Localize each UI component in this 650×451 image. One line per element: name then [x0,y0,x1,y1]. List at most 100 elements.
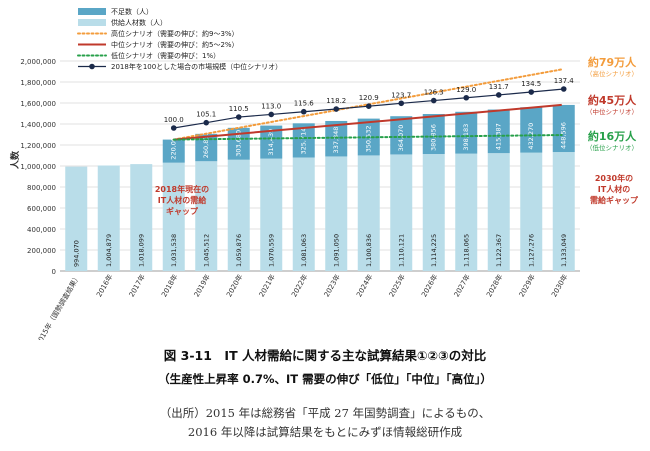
y-tick-label: 400,000 [27,226,56,234]
x-tick-label: 2024年 [354,273,374,299]
market-index-label: 120.9 [359,94,379,102]
legend-swatch [78,8,106,15]
shortage-value-label: 448,596 [560,122,568,149]
market-index-label: 129.0 [456,86,476,94]
x-tick-label: 2026年 [419,273,439,299]
shortage-bar [552,104,575,153]
y-axis: 0 200,000 400,000 600,000 800,000 1,000,000 1,… [20,58,56,276]
supply-bar [65,166,88,271]
market-index-label: 115.6 [294,100,315,108]
legend: 不足数（人） 供給人材数（人） 高位シナリオ（需要の伸び：約9～3%） 中位シナリオ（… [77,7,282,71]
supply-value-label: 1,031,538 [170,234,178,267]
supply-value-label: 1,133,049 [560,234,568,267]
shortage-value-label: 303,680 [235,130,243,157]
market-index-point [268,111,275,118]
supply-value-label: 1,122,367 [495,234,503,267]
market-index-point [365,103,372,110]
supply-bar [552,152,575,271]
shortage-value-label: 398,183 [462,124,470,151]
supply-bar [260,158,283,271]
x-tick-label: 2029年 [517,273,537,299]
market-index-label: 118.2 [326,97,346,105]
supply-bar [422,154,445,271]
x-tick-label: 2021年 [257,273,277,299]
supply-value-label: 994,070 [72,240,80,267]
shortage-value-label: 260,835 [202,131,210,158]
low-scenario-line [172,134,563,141]
x-tick-label: 2020年 [224,273,244,299]
market-index-point [235,114,242,120]
supply-value-label: 1,018,099 [137,234,145,267]
legend-label: 供給人材数（人） [111,18,167,27]
market-index-point [430,97,437,104]
supply-bar [357,155,380,271]
it-talent-supply-demand-chart: 0 200,000 400,000 600,000 800,000 1,000,000 1,… [9,7,639,341]
low-scenario-value: 約16万人 [588,129,637,143]
shortage-value-label: 350,532 [365,126,373,153]
y-tick-label: 1,000,000 [20,163,56,171]
supply-bar [162,162,185,271]
legend-label: 2018年を100とした場合の市場規模（中位シナリオ） [111,62,282,71]
shortage-bar [325,120,348,157]
x-axis: 2015年（国勢調査結果） 2016年 2017年 2018年 2019年 2020年 20… [34,273,570,341]
legend-label: 低位シナリオ（需要の伸び：1%） [111,51,220,60]
shortage-bar [487,109,510,154]
supply-bar [455,153,478,271]
mid-scenario-line [173,103,562,141]
gap-2030-annotation: 需給ギャップ [590,195,639,205]
shortage-bar [520,107,543,153]
y-tick-label: 2,000,000 [20,58,56,66]
x-tick-label: 2027年 [452,273,472,299]
x-tick-label: 2017年 [127,273,147,299]
legend-swatch [78,19,106,26]
supply-value-label: 1,059,876 [235,234,243,267]
gap-2030-annotation: 2030年の [595,173,633,183]
y-tick-label: 1,400,000 [20,121,56,129]
low-scenario-tag: （低位シナリオ） [586,143,638,152]
y-tick-label: 600,000 [27,205,56,213]
mid-scenario-tag: （中位シナリオ） [586,107,638,116]
shortage-value-label: 220,000 [170,133,178,160]
x-tick-label: 2018年 [159,273,179,299]
supply-bar [390,154,413,271]
figure-title: 図 3-11 IT 人材需給に関する主な試算結果①②③の対比 [163,348,487,363]
supply-bar [227,159,250,271]
high-scenario-tag: （高位シナリオ） [586,69,638,78]
y-tick-label: 1,600,000 [20,100,56,108]
market-index-point [333,106,340,112]
gap-2018-annotation: ギャップ [166,206,199,216]
supply-value-label: 1,100,836 [365,234,373,267]
market-index-point [300,108,307,115]
shortage-bar [422,114,445,155]
x-tick-label: 2016年 [94,273,114,299]
shortage-bar [390,116,413,155]
market-index-label: 100.0 [164,116,184,124]
market-index-label: 113.0 [261,102,281,110]
market-index-point [398,100,405,107]
supply-value-label: 1,081,063 [300,234,308,267]
y-axis-title: 人数 [9,150,21,170]
x-tick-label: 2015年（国勢調査結果） [34,273,82,341]
supply-bar [195,161,218,271]
market-index-point [463,94,470,101]
y-tick-label: 200,000 [27,247,56,255]
x-tick-label: 2030年 [549,273,569,299]
x-tick-label: 2019年 [192,273,212,299]
scenario-lines: 100.0 105.1 110.5 113.0 115.6 118.2 120.9 123.7… [164,68,574,141]
supply-value-label: 1,004,879 [105,234,113,267]
shortage-value-label: 325,714 [300,128,308,155]
legend-label: 中位シナリオ（需要の伸び：約5～2%） [111,40,239,49]
market-index-label: 131.7 [489,83,509,91]
legend-label: 不足数（人） [111,7,153,16]
source-note-line-2: 2016 年以降は試算結果をもとにみずほ情報総研作成 [187,425,463,439]
supply-value-label: 1,091,050 [332,234,340,267]
shortage-bar [292,123,315,158]
supply-value-label: 1,110,121 [397,234,405,267]
supply-bar [520,152,543,271]
market-index-label: 110.5 [229,105,249,113]
figure-subtitle: （生産性上昇率 0.7%、IT 需要の伸び「低位」「中位」「高位」） [158,372,492,386]
legend-marker [89,63,95,70]
shortage-bar [227,127,250,160]
supply-bar [325,156,348,271]
gap-2018-annotation: IT人材の需給 [158,195,207,205]
